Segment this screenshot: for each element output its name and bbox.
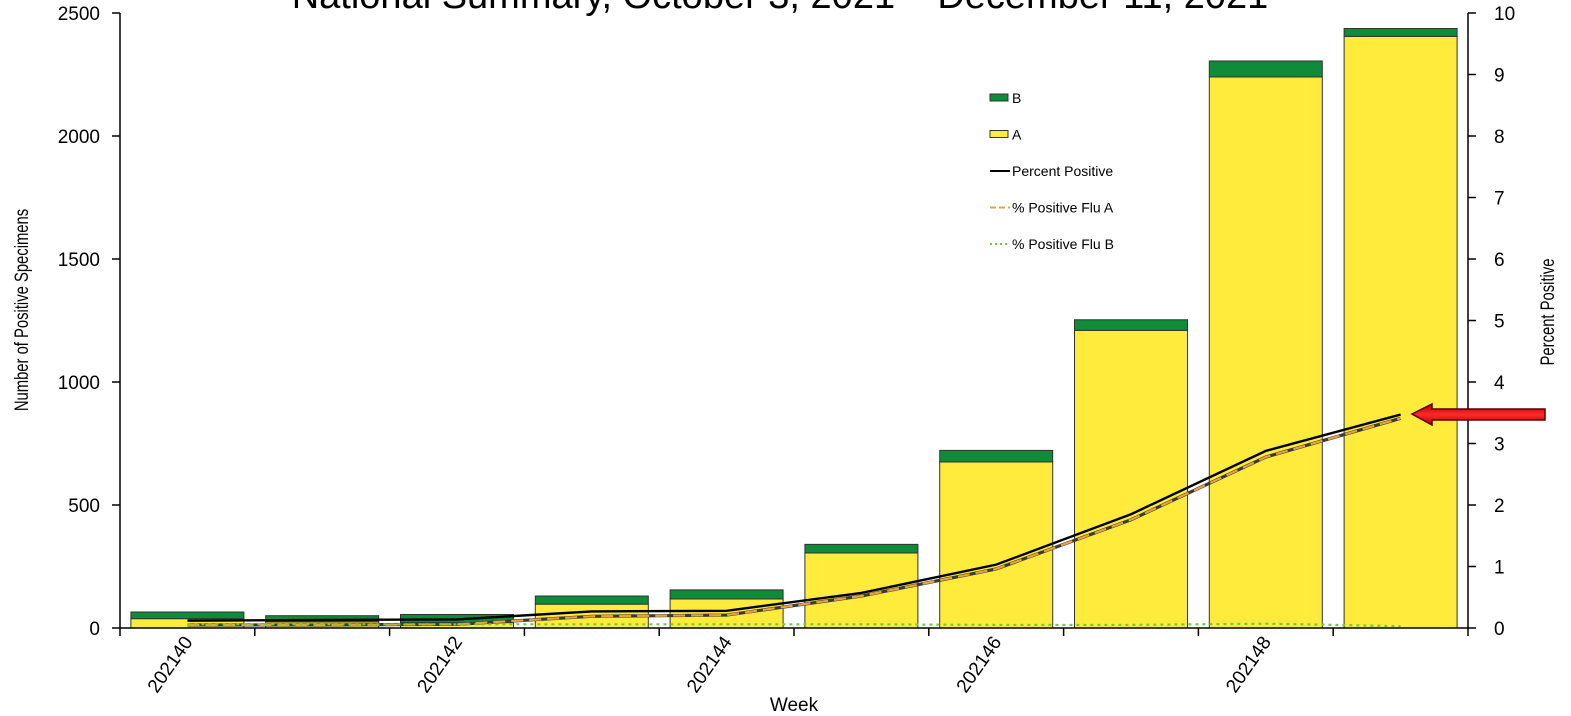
bar-segment-a [1343,35,1458,629]
y-right-tick-label: 0 [1494,619,1505,640]
annotation-arrow [1410,402,1546,427]
bar-segment-a [804,552,919,629]
bar-segment-a [1208,76,1323,629]
axes-group: 0 500 1000 1500 2000 2500 0 1 2 3 4 5 6 7 8 9 10 202140 20… [11,4,1558,716]
legend-label: A [1012,127,1022,143]
y-left-tick-label: 2000 [58,127,100,148]
legend-label: B [1012,90,1021,106]
x-tick-label: 202142 [414,633,468,697]
y-right-tick-label: 5 [1494,312,1505,333]
x-tick-label: 202144 [683,632,737,696]
bars-group [130,27,1458,629]
y-axis-right-title: Percent Positive [1537,259,1558,366]
y-left-tick-label: 0 [89,619,100,640]
y-left-tick-label: 2500 [58,4,100,25]
y-axis-left-title: Number of Positive Specimens [11,209,32,411]
y-right-tick-label: 1 [1494,558,1505,579]
legend-label: % Positive Flu A [1012,200,1114,216]
y-right-tick-label: 3 [1494,435,1505,456]
y-right-tick-label: 8 [1494,127,1505,148]
bar-segment-b [130,611,245,620]
legend-label: % Positive Flu B [1012,236,1114,252]
line-positive-flu-a [187,417,1401,627]
legend-label: Percent Positive [1012,163,1113,179]
y-right-tick-label: 10 [1494,4,1515,25]
bar-segment-b [1343,27,1458,37]
legend: B A Percent Positive % Positive Flu A % Posi… [989,90,1114,252]
y-right-tick-label: 4 [1494,373,1505,394]
y-right-tick-label: 7 [1494,189,1505,210]
legend-swatch [989,93,1009,102]
lines-group [187,413,1402,628]
bar-segment-b [939,449,1054,463]
bar-segment-b [534,595,649,605]
legend-swatch [989,130,1009,138]
red-arrow-icon [1410,402,1546,427]
y-right-tick-label: 9 [1494,66,1505,87]
bar-segment-b [1074,319,1188,331]
bar-segment-b [1208,60,1323,78]
line-percent-positive [187,413,1401,622]
bar-segment-a [939,461,1054,629]
x-tick-label: 202148 [1222,633,1276,697]
x-tick-label: 202140 [144,633,198,697]
bar-segment-a [1074,329,1188,629]
y-left-tick-label: 500 [68,496,100,517]
y-right-tick-label: 2 [1494,496,1505,517]
y-left-tick-label: 1500 [58,250,100,271]
y-right-tick-label: 6 [1494,250,1505,271]
bar-segment-b [804,543,919,554]
y-left-tick-label: 1000 [58,373,100,394]
chart-title: National Summary, October 3, 2021 – Dece… [292,0,1269,17]
bar-segment-b [669,589,784,600]
x-axis-title: Week [770,695,819,716]
x-tick-label: 202146 [953,633,1007,697]
